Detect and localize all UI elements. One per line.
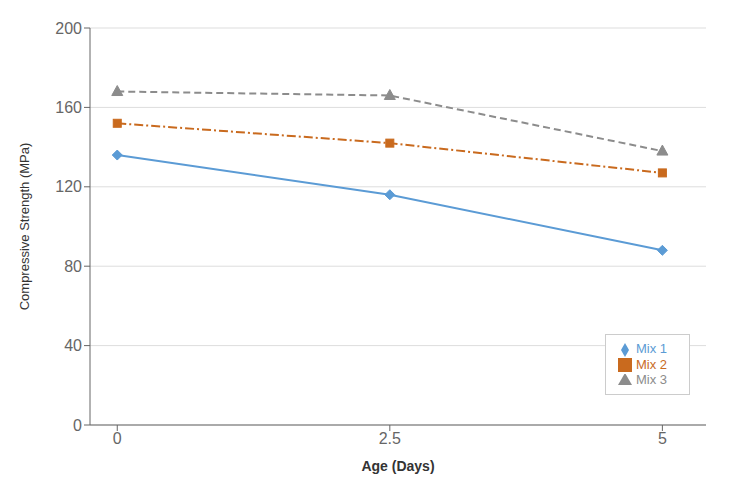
html-text:Mix 1: Mix 1 [635, 341, 667, 357]
svg-text:5: 5 [658, 430, 667, 447]
svg-text:Compressive Strength (MPa): Compressive Strength (MPa) [17, 143, 32, 311]
svg-text:0: 0 [113, 430, 122, 447]
svg-text:40: 40 [64, 337, 82, 354]
svg-text:Age (Days): Age (Days) [361, 458, 434, 474]
svg-text:200: 200 [55, 20, 82, 37]
svg-text:160: 160 [55, 99, 82, 116]
svg-text:80: 80 [64, 258, 82, 275]
svg-text:0: 0 [73, 417, 82, 434]
svg-text:120: 120 [55, 178, 82, 195]
html-text:Mix 3: Mix 3 [635, 372, 667, 388]
html-text:Mix 2: Mix 2 [635, 356, 667, 372]
svg-text:2.5: 2.5 [379, 430, 401, 447]
